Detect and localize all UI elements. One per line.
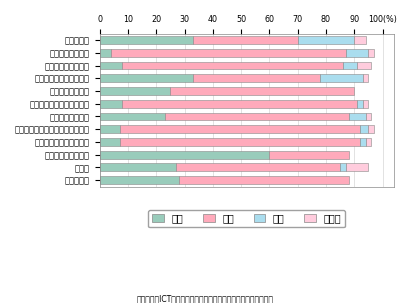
Bar xyxy=(122,62,343,69)
Bar xyxy=(100,49,111,57)
Bar xyxy=(357,62,371,69)
Bar xyxy=(360,138,365,146)
Bar xyxy=(100,176,179,184)
Bar xyxy=(100,36,193,44)
Bar xyxy=(100,87,171,95)
Bar xyxy=(171,87,354,95)
Bar xyxy=(111,49,346,57)
Bar xyxy=(340,163,346,171)
Bar xyxy=(100,125,120,133)
Bar xyxy=(100,100,122,108)
Bar xyxy=(360,125,368,133)
Bar xyxy=(100,62,122,69)
Bar xyxy=(122,100,357,108)
Bar xyxy=(120,138,360,146)
Bar xyxy=(363,100,368,108)
Bar xyxy=(100,151,269,159)
Bar xyxy=(365,138,371,146)
Bar xyxy=(165,112,349,120)
Bar xyxy=(343,62,357,69)
Bar xyxy=(354,36,365,44)
Bar xyxy=(320,74,363,82)
Text: （出典）『ICT分野の研究開発に関する国際比較に関する調査』: （出典）『ICT分野の研究開発に関する国際比較に関する調査』 xyxy=(137,295,274,303)
Bar xyxy=(100,138,120,146)
Bar xyxy=(176,163,340,171)
Bar xyxy=(368,49,374,57)
Bar xyxy=(363,74,368,82)
Bar xyxy=(368,125,374,133)
Bar xyxy=(269,151,349,159)
Bar xyxy=(349,112,365,120)
Legend: 日本, 北米, 欧州, アジア: 日本, 北米, 欧州, アジア xyxy=(148,210,345,228)
Bar xyxy=(193,36,298,44)
Bar xyxy=(100,163,176,171)
Bar xyxy=(100,74,193,82)
Bar xyxy=(179,176,349,184)
Bar xyxy=(193,74,320,82)
Bar xyxy=(346,49,368,57)
Bar xyxy=(120,125,360,133)
Bar xyxy=(346,163,368,171)
Bar xyxy=(100,112,165,120)
Bar xyxy=(298,36,354,44)
Bar xyxy=(365,112,371,120)
Bar xyxy=(357,100,363,108)
